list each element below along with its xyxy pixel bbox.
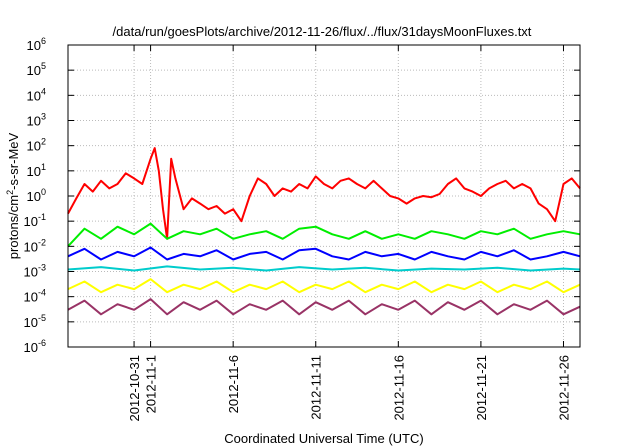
series-group — [67, 147, 581, 316]
y-tick-label: 105 — [27, 61, 46, 78]
y-axis-label: protons/cm2-s-sr-MeV — [5, 132, 21, 259]
x-tick-group: 2012-10-31 2012-11-1 2012-11-6 2012-11-11 20… — [127, 45, 571, 422]
y-tick-label: 10-2 — [24, 237, 46, 254]
series-line-5 — [67, 278, 581, 294]
y-tick-label: 102 — [27, 137, 46, 154]
x-tick-label: 2012-11-26 — [556, 355, 571, 421]
y-axis-label-rest: -s-sr-MeV — [6, 132, 21, 189]
series-line-1 — [67, 147, 581, 240]
y-axis-label-sup: 2 — [5, 190, 15, 195]
x-tick-label: 2012-10-31 — [127, 355, 142, 422]
y-tick-label: 103 — [27, 112, 46, 129]
y-tick-label: 10-3 — [24, 263, 46, 280]
x-tick-label: 2012-11-16 — [391, 355, 406, 421]
y-tick-label: 104 — [27, 86, 46, 103]
x-tick-label: 2012-11-6 — [226, 355, 241, 413]
y-tick-label: 100 — [27, 187, 46, 204]
series-line-2 — [67, 222, 581, 247]
x-tick-label: 2012-11-1 — [144, 355, 159, 413]
x-axis-label: Coordinated Universal Time (UTC) — [224, 431, 423, 446]
chart-title: /data/run/goesPlots/archive/2012-11-26/f… — [113, 24, 532, 39]
y-axis-label-base: protons/cm — [6, 195, 21, 259]
series-line-6 — [67, 298, 581, 316]
y-tick-label: 10-5 — [24, 313, 46, 330]
y-tick-label: 10-4 — [24, 288, 46, 305]
y-tick-label: 10-6 — [24, 338, 46, 355]
series-line-4 — [67, 265, 581, 272]
y-tick-label: 106 — [27, 36, 46, 53]
y-tick-label: 101 — [27, 162, 46, 179]
x-tick-label: 2012-11-11 — [309, 355, 324, 420]
y-tick-label: 10-1 — [24, 212, 46, 229]
y-tick-group: 10-6 10-5 10-4 10-3 10-2 10-1 100 101 102 103 104 1… — [24, 36, 580, 355]
series-line-3 — [67, 246, 581, 261]
x-tick-label: 2012-11-21 — [474, 355, 489, 421]
